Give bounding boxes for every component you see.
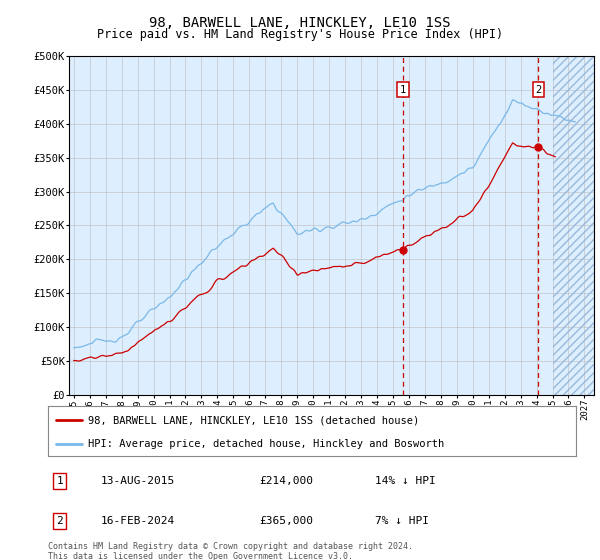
- Text: £365,000: £365,000: [259, 516, 313, 526]
- Text: 2: 2: [535, 85, 542, 95]
- Text: 13-AUG-2015: 13-AUG-2015: [101, 476, 175, 486]
- Text: 16-FEB-2024: 16-FEB-2024: [101, 516, 175, 526]
- Text: HPI: Average price, detached house, Hinckley and Bosworth: HPI: Average price, detached house, Hinc…: [88, 439, 444, 449]
- Text: Contains HM Land Registry data © Crown copyright and database right 2024.
This d: Contains HM Land Registry data © Crown c…: [48, 542, 413, 560]
- Text: 1: 1: [400, 85, 406, 95]
- Text: 7% ↓ HPI: 7% ↓ HPI: [376, 516, 430, 526]
- Text: 98, BARWELL LANE, HINCKLEY, LE10 1SS (detached house): 98, BARWELL LANE, HINCKLEY, LE10 1SS (de…: [88, 415, 419, 425]
- Bar: [553, 56, 594, 395]
- Text: Price paid vs. HM Land Registry's House Price Index (HPI): Price paid vs. HM Land Registry's House …: [97, 28, 503, 41]
- Bar: [553, 56, 594, 395]
- Text: 98, BARWELL LANE, HINCKLEY, LE10 1SS: 98, BARWELL LANE, HINCKLEY, LE10 1SS: [149, 16, 451, 30]
- Text: 1: 1: [56, 476, 63, 486]
- Text: 2: 2: [56, 516, 63, 526]
- Text: £214,000: £214,000: [259, 476, 313, 486]
- Text: 14% ↓ HPI: 14% ↓ HPI: [376, 476, 436, 486]
